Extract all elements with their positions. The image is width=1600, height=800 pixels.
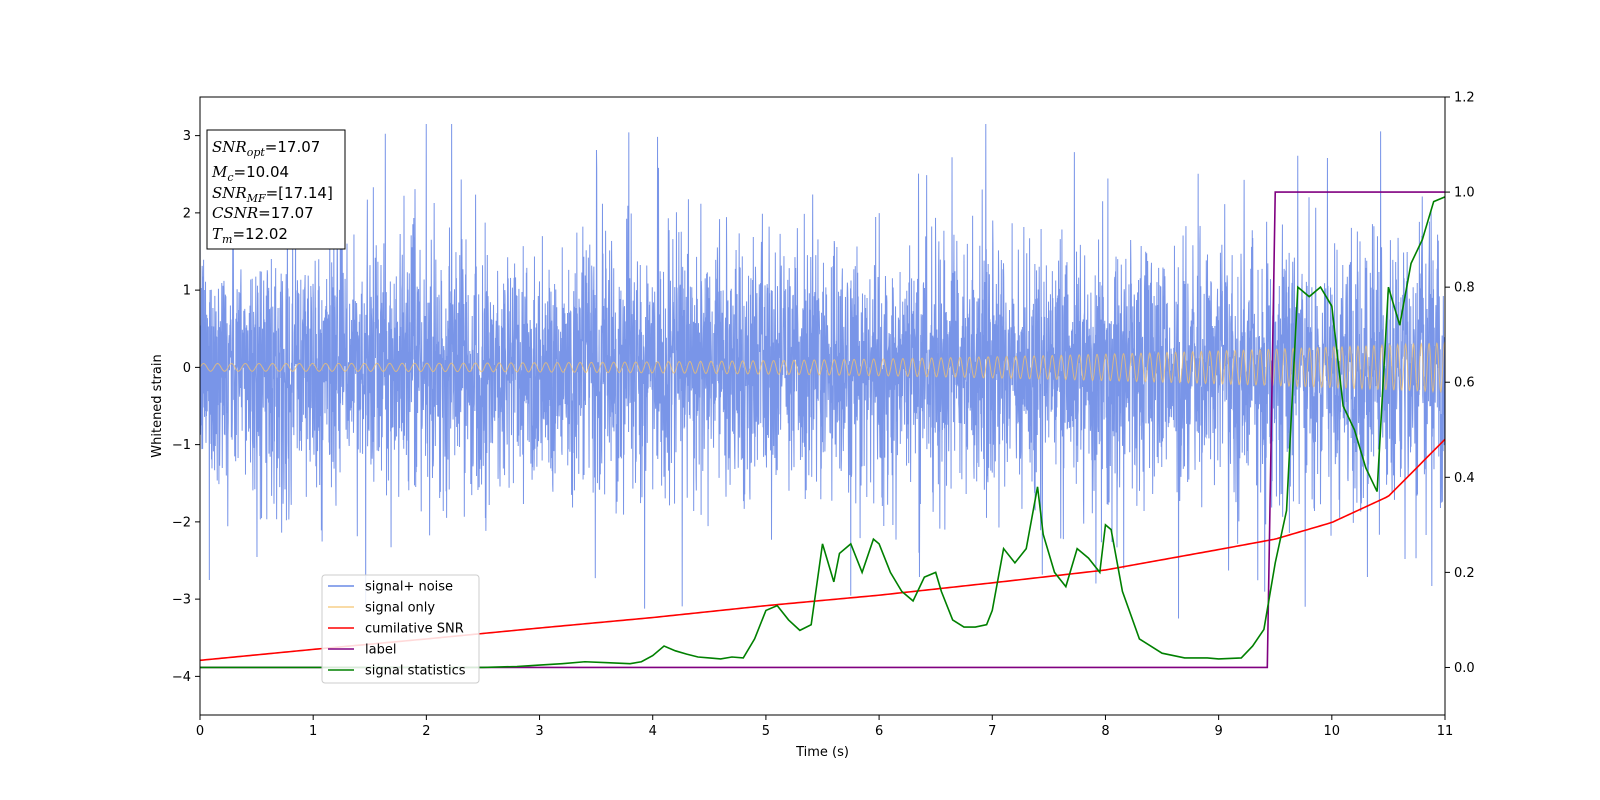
x-tick-label: 6 (875, 724, 883, 739)
x-tick-label: 5 (762, 724, 770, 739)
y2-tick-label: 0.4 (1454, 471, 1475, 486)
x-tick-label: 11 (1437, 724, 1454, 739)
y2-tick-label: 0.2 (1454, 566, 1475, 581)
annotation-line: Mc=10.04 (211, 163, 289, 184)
legend-entry: label (365, 643, 396, 658)
x-tick-label: 3 (535, 724, 543, 739)
series-signal-statistics (200, 196, 1445, 669)
legend-entry: cumilative SNR (365, 622, 464, 637)
y-tick-label: 3 (183, 129, 191, 144)
annotation-frame (206, 129, 346, 250)
series-label (200, 191, 1445, 669)
parameter-annotation-box: SNRopt=17.07 Mc=10.04SNRMF=[17.14]CSNR=17… (206, 129, 346, 250)
y2-tick-label: 1.2 (1454, 91, 1475, 106)
y-tick-label: −1 (172, 438, 191, 453)
y-tick-label: 0 (183, 361, 191, 376)
legend-frame (321, 574, 480, 684)
y2-tick-label: 1.0 (1454, 186, 1475, 201)
axes-frame (199, 96, 1446, 716)
y-axis-left: −4 −3 −2 −1 0 1 2 3 (172, 129, 200, 685)
annotation-line: SNRMF=[17.14] (212, 184, 333, 205)
x-axis-label: Time (s) (795, 745, 849, 760)
y2-tick-label: 0.0 (1454, 661, 1475, 676)
y-tick-label: −3 (172, 593, 191, 608)
y-axis-label: Whitened strain (150, 354, 165, 457)
y-tick-label: −2 (172, 515, 191, 530)
annotation-line: Tm=12.02 (212, 225, 288, 246)
legend: signal+ noise signal only cumilative SNR la… (321, 574, 480, 684)
legend-entry: signal+ noise (365, 580, 453, 595)
y-tick-label: −4 (172, 670, 191, 685)
x-tick-label: 0 (196, 724, 204, 739)
x-tick-label: 4 (649, 724, 657, 739)
legend-entry: signal only (365, 601, 435, 616)
annotation-line: CSNR=17.07 (212, 204, 314, 222)
legend-entry: signal statistics (365, 664, 466, 679)
x-tick-label: 8 (1101, 724, 1109, 739)
series-signal-noise (200, 124, 1445, 619)
x-tick-label: 1 (309, 724, 317, 739)
y2-tick-label: 0.8 (1454, 281, 1475, 296)
annotation-line: SNRopt=17.07 (212, 138, 320, 159)
y-axis-right: 0.0 0.2 0.4 0.6 0.8 1.0 1.2 (1445, 91, 1475, 676)
y-tick-label: 1 (183, 284, 191, 299)
y2-tick-label: 0.6 (1454, 376, 1475, 391)
x-axis: 0 1 2 3 4 5 6 7 8 9 10 11 (196, 715, 1453, 739)
x-tick-label: 10 (1324, 724, 1341, 739)
series-signal-only (200, 340, 1445, 394)
y-tick-label: 2 (183, 206, 191, 221)
x-tick-label: 7 (988, 724, 996, 739)
x-tick-label: 2 (422, 724, 430, 739)
x-tick-label: 9 (1214, 724, 1222, 739)
